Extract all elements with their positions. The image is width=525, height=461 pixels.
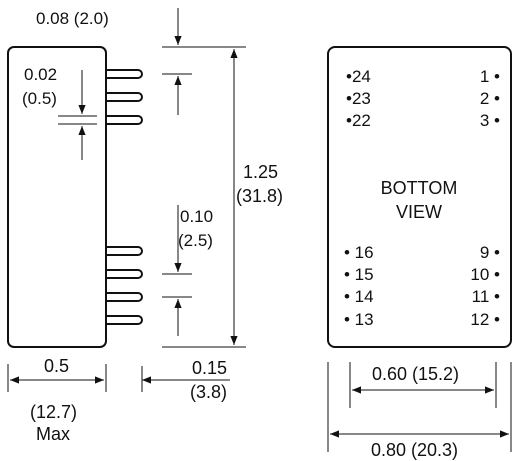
pin-len-mm-label: (3.8): [190, 382, 227, 402]
side-pins: [106, 69, 143, 325]
height-in-label: 1.25: [243, 162, 278, 182]
pin-label-22: •22: [346, 111, 371, 130]
width-in-label: 0.5: [44, 356, 69, 376]
pin-label-1: 1 •: [480, 67, 500, 86]
pin-label-2: 2 •: [480, 89, 500, 108]
pin-label-15: • 15: [344, 265, 374, 284]
pin-label-14: • 14: [344, 287, 374, 306]
pin-side-2: [106, 92, 143, 102]
row-spacing-dimension: 0.60 (15.2): [349, 362, 497, 408]
pin-label-9: 9 •: [480, 243, 500, 262]
pin-label-23: •23: [346, 89, 371, 108]
module-body-bottom: [327, 46, 512, 348]
pitch-dimension: 0.10 (2.5): [162, 205, 213, 336]
width-mm-label: (12.7): [30, 402, 77, 422]
top-offset-label: 0.08 (2.0): [36, 9, 109, 28]
pitch-in-label: 0.10: [180, 207, 213, 226]
side-view: 0.08 (2.0) 0.02 (0.5) 1.25 (31.8) 0.10 (…: [7, 8, 283, 444]
row-spacing-label: 0.60 (15.2): [372, 364, 459, 384]
pin-side-7: [106, 315, 143, 325]
pin-label-12: 12 •: [470, 310, 500, 329]
bottom-view-title-2: VIEW: [396, 202, 442, 222]
pin-side-1: [106, 69, 143, 79]
module-body-side: [7, 46, 107, 348]
pin-diameter-dimension: 0.02 (0.5): [22, 65, 97, 160]
pin-label-11: 11 •: [472, 287, 500, 306]
pin-side-4: [106, 246, 143, 256]
bottom-view-title-1: BOTTOM: [381, 178, 458, 198]
pin-dia-in-label: 0.02: [24, 65, 57, 84]
pin-label-3: 3 •: [480, 111, 500, 130]
width-note-label: Max: [36, 424, 70, 444]
pin-labels-right-bottom: 9 • 10 • 11 • 12 •: [470, 243, 500, 329]
pitch-mm-label: (2.5): [178, 231, 213, 250]
pin-label-13: • 13: [344, 310, 374, 329]
width-dimension: 0.5 (12.7) Max: [7, 356, 107, 444]
pin-label-10: 10 •: [470, 265, 500, 284]
height-dimension: 1.25 (31.8): [162, 49, 283, 348]
pin-labels-left-top: •24 •23 •22: [346, 67, 371, 130]
pin-label-16: • 16: [344, 243, 374, 262]
pin-len-in-label: 0.15: [192, 358, 227, 378]
pin-dia-mm-label: (0.5): [22, 89, 57, 108]
pin-side-6: [106, 292, 143, 302]
pin-label-24: •24: [346, 67, 371, 86]
pin-side-5: [106, 269, 143, 279]
top-offset-dimension: 0.08 (2.0): [36, 8, 246, 115]
pin-side-3: [106, 115, 143, 125]
overall-width-dimension: 0.80 (20.3): [327, 362, 512, 460]
pin-labels-left-bottom: • 16 • 15 • 14 • 13: [344, 243, 374, 329]
height-mm-label: (31.8): [236, 186, 283, 206]
pin-labels-right-top: 1 • 2 • 3 •: [480, 67, 500, 130]
overall-width-label: 0.80 (20.3): [371, 440, 458, 460]
pin-length-dimension: 0.15 (3.8): [141, 358, 230, 402]
bottom-view: BOTTOM VIEW •24 •23 •22 1 • 2 • 3 • • 16…: [327, 46, 512, 460]
